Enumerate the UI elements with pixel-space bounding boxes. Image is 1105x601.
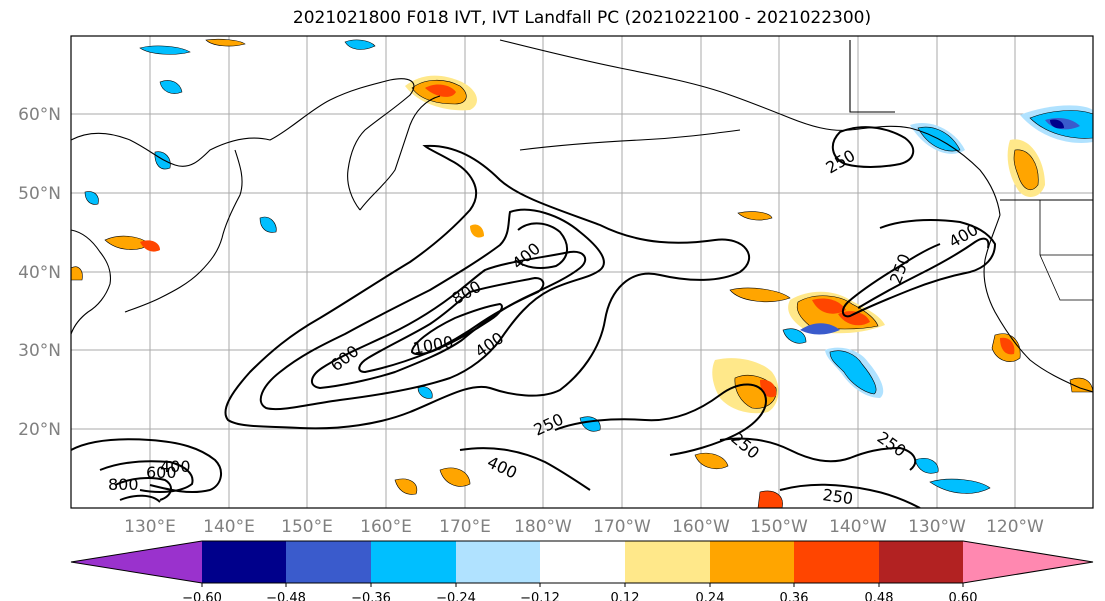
colorbar-extension-high — [963, 541, 1093, 583]
longitude-label: 160°E — [360, 517, 412, 537]
coastline-japan — [124, 149, 243, 313]
colorbar: −0.60 −0.48 −0.36 −0.24 −0.12 0.12 0.24 0.36 0.4… — [70, 540, 1094, 601]
ivt-contours — [71, 126, 997, 508]
contour-250-east-inner — [857, 237, 990, 309]
map-title: 2021021800 F018 IVT, IVT Landfall PC (20… — [292, 8, 872, 28]
colorbar-tick-label: 0.24 — [696, 591, 725, 601]
latitude-labels: 60°N 50°N 40°N 30°N 20°N — [18, 105, 61, 440]
positive-pc-blob-south — [694, 333, 1093, 508]
colorbar-tick-label: −0.24 — [436, 591, 476, 601]
latitude-label: 20°N — [18, 420, 61, 440]
longitude-label: 160°W — [672, 517, 730, 537]
contour-250-southeast — [719, 437, 917, 471]
latitude-label: 60°N — [18, 105, 61, 125]
contour-250-bottom — [779, 483, 921, 508]
positive-pc-blob-asia — [71, 38, 773, 495]
contour-label: 800 — [108, 475, 139, 494]
colorbar-segment — [540, 541, 625, 583]
colorbar-tick-label: −0.60 — [182, 591, 222, 601]
longitude-label: 180°W — [514, 517, 572, 537]
positive-pc-blob-central — [729, 287, 885, 334]
longitude-label: 130°E — [124, 517, 176, 537]
coastline-kamchatka — [359, 95, 441, 211]
colorbar-segment — [286, 541, 371, 583]
contour-label: 400 — [160, 457, 191, 476]
latitude-label: 30°N — [18, 341, 61, 361]
contour-sw-800 — [119, 494, 161, 503]
map-content: 250 400 600 800 1000 400 400 250 250 400… — [71, 36, 1093, 508]
colorbar-segment — [879, 541, 963, 583]
colorbar-segment — [625, 541, 710, 583]
colorbar-segment — [456, 541, 540, 583]
coastline-asia — [71, 78, 415, 211]
contour-250-main — [224, 144, 751, 430]
contour-label: 600 — [146, 463, 177, 482]
latitude-label: 50°N — [18, 184, 61, 204]
colorbar-tick-label: −0.48 — [266, 591, 306, 601]
colorbar-tick-label: 0.60 — [949, 591, 978, 601]
colorbar-tick-label: −0.12 — [520, 591, 560, 601]
colorbar-tick-label: −0.36 — [351, 591, 391, 601]
contour-1000 — [410, 302, 503, 356]
colorbar-tick-label: 0.36 — [780, 591, 809, 601]
coastline-aleutians — [519, 129, 741, 151]
longitude-label: 170°W — [593, 517, 651, 537]
map-frame — [70, 35, 1094, 509]
contour-label: 250 — [821, 485, 854, 508]
contour-600 — [311, 250, 587, 390]
colorbar-segment — [710, 541, 794, 583]
colorbar-segment — [794, 541, 879, 583]
contour-250-south — [554, 383, 767, 456]
coastlines — [71, 39, 1093, 393]
longitude-label: 120°W — [986, 517, 1044, 537]
contour-sw-250 — [71, 438, 222, 494]
coastline-korea-china — [71, 229, 112, 335]
contour-250-alaska — [831, 126, 915, 168]
colorbar-segment — [371, 541, 456, 583]
longitude-label: 170°E — [439, 517, 491, 537]
colorbar-extension-low — [71, 541, 202, 583]
contour-400-main — [259, 208, 605, 411]
contour-sw-600 — [114, 476, 172, 501]
colorbar-tick-label: 0.48 — [865, 591, 894, 601]
longitude-label: 130°W — [908, 517, 966, 537]
contour-250-east-large — [842, 219, 997, 318]
border-alaska-canada — [849, 40, 895, 113]
positive-pc-blob-kamchatka — [405, 75, 477, 111]
coastline-alaska — [499, 39, 1001, 216]
colorbar-segment — [202, 541, 286, 583]
longitude-label: 150°W — [750, 517, 808, 537]
longitude-label: 140°W — [829, 517, 887, 537]
longitude-labels: 130°E 140°E 150°E 160°E 170°E 180°W 170°W 160°W… — [124, 517, 1044, 537]
longitude-label: 140°E — [203, 517, 255, 537]
colorbar-tick-label: 0.12 — [611, 591, 640, 601]
contour-400-upper — [514, 222, 568, 269]
latitude-label: 40°N — [18, 263, 61, 283]
contour-400-lower — [459, 447, 591, 491]
longitude-label: 150°E — [281, 517, 333, 537]
state-borders — [1039, 200, 1093, 301]
positive-pc-blob-alaska-coast — [1007, 139, 1045, 197]
